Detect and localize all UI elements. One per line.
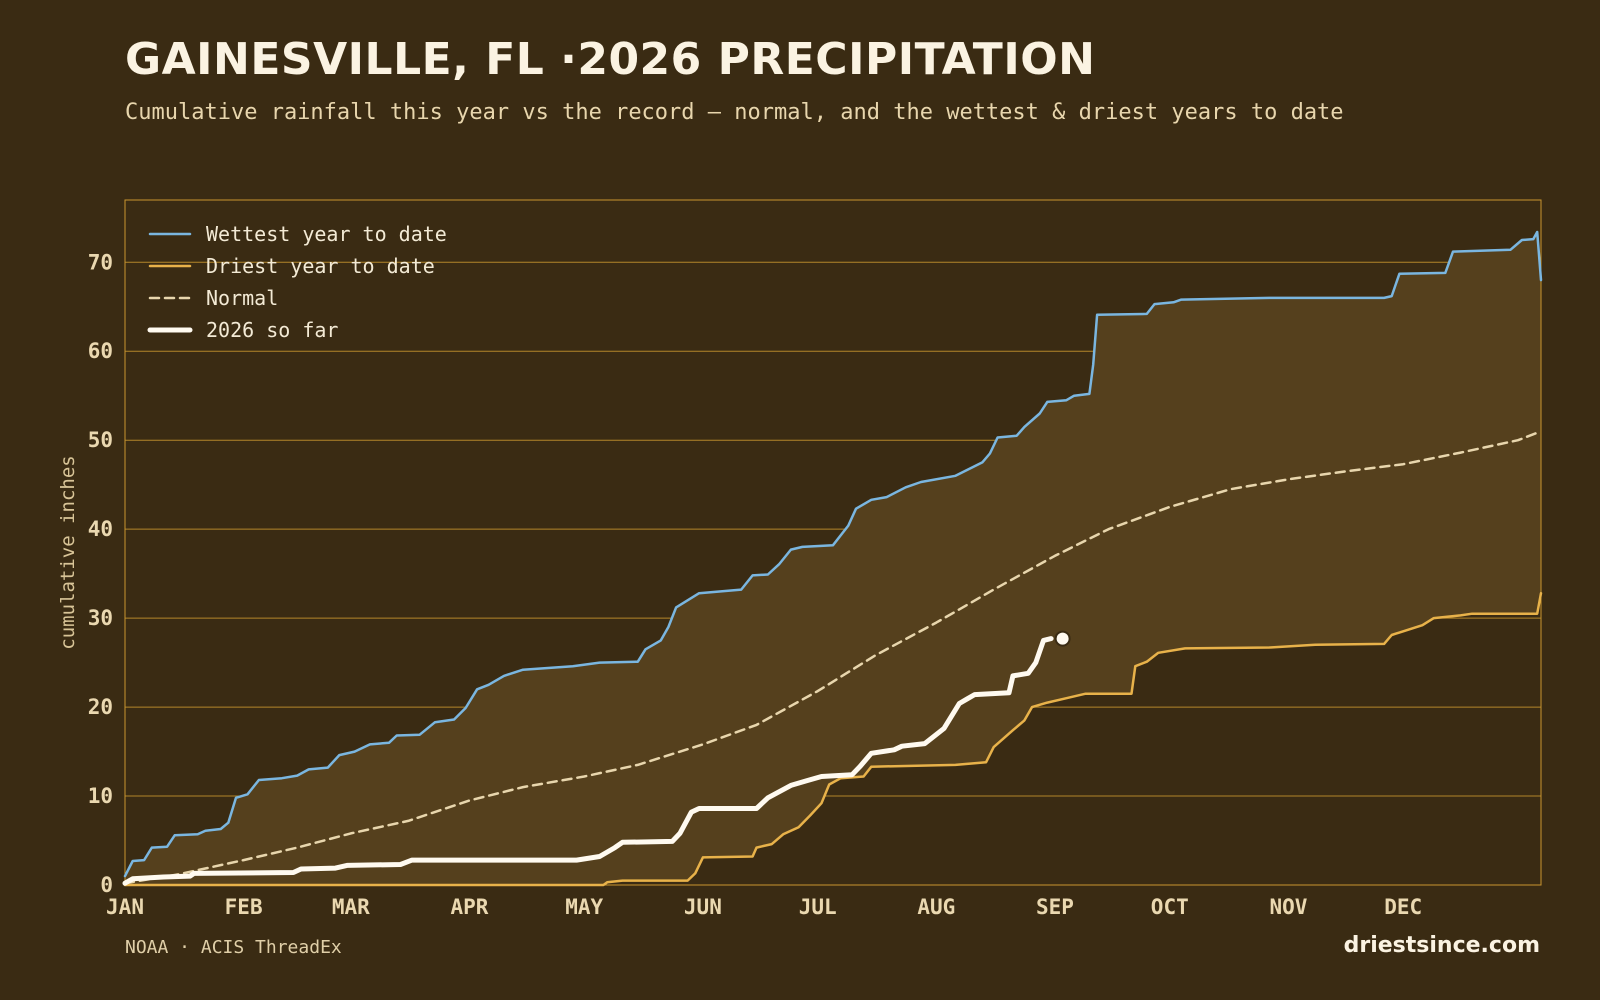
x-tick-label: JUN bbox=[684, 895, 722, 919]
series-line-wettest-year-to-date bbox=[123, 230, 1543, 878]
y-tick-label: 70 bbox=[88, 250, 113, 274]
x-tick-labels: JAN FEB MAR APR MAY JUN JUL AUG SEP OCT NOV DEC bbox=[106, 895, 1422, 919]
series-line-2026-so-far bbox=[122, 636, 1054, 886]
y-tick-label: 0 bbox=[100, 873, 113, 897]
brand-link[interactable]: driestsince.com bbox=[1343, 933, 1540, 958]
legend-label: Wettest year to date bbox=[206, 222, 447, 246]
y-tick-label: 40 bbox=[88, 517, 113, 541]
y-tick-label: 30 bbox=[88, 606, 113, 630]
y-tick-label: 60 bbox=[88, 339, 113, 363]
record-range-band bbox=[125, 232, 1541, 885]
x-tick-label: OCT bbox=[1151, 895, 1189, 919]
x-tick-label: NOV bbox=[1269, 895, 1307, 919]
chart-title: GAINESVILLE, FL ·2026 PRECIPITATION bbox=[125, 34, 1096, 85]
y-tick-label: 20 bbox=[88, 695, 113, 719]
legend-label: Driest year to date bbox=[206, 254, 435, 278]
y-tick-labels: 0 10 20 30 40 50 60 70 bbox=[88, 250, 113, 897]
x-tick-label: JUL bbox=[799, 895, 837, 919]
series-line-normal bbox=[123, 430, 1543, 885]
chart-subtitle: Cumulative rainfall this year vs the rec… bbox=[125, 100, 1344, 125]
x-tick-label: APR bbox=[450, 895, 488, 919]
current-value-marker bbox=[1054, 630, 1071, 647]
series-line-driest-year-to-date bbox=[123, 591, 1543, 887]
series-layer bbox=[122, 230, 1543, 887]
x-tick-label: SEP bbox=[1036, 895, 1074, 919]
legend-label: Normal bbox=[206, 286, 278, 310]
chart-legend: Wettest year to date Driest year to date N… bbox=[147, 222, 447, 342]
y-tick-label: 10 bbox=[88, 784, 113, 808]
x-tick-label: MAR bbox=[332, 895, 370, 919]
x-tick-label: FEB bbox=[225, 895, 263, 919]
plot-frame bbox=[124, 199, 1542, 886]
data-source: NOAA · ACIS ThreadEx bbox=[125, 937, 342, 958]
x-tick-label: JAN bbox=[106, 895, 144, 919]
legend-label: 2026 so far bbox=[206, 318, 338, 342]
x-tick-label: DEC bbox=[1384, 895, 1422, 919]
x-tick-label: MAY bbox=[565, 895, 603, 919]
x-tick-label: AUG bbox=[917, 895, 955, 919]
y-axis-label: cumulative inches bbox=[57, 455, 79, 649]
y-tick-label: 50 bbox=[88, 428, 113, 452]
